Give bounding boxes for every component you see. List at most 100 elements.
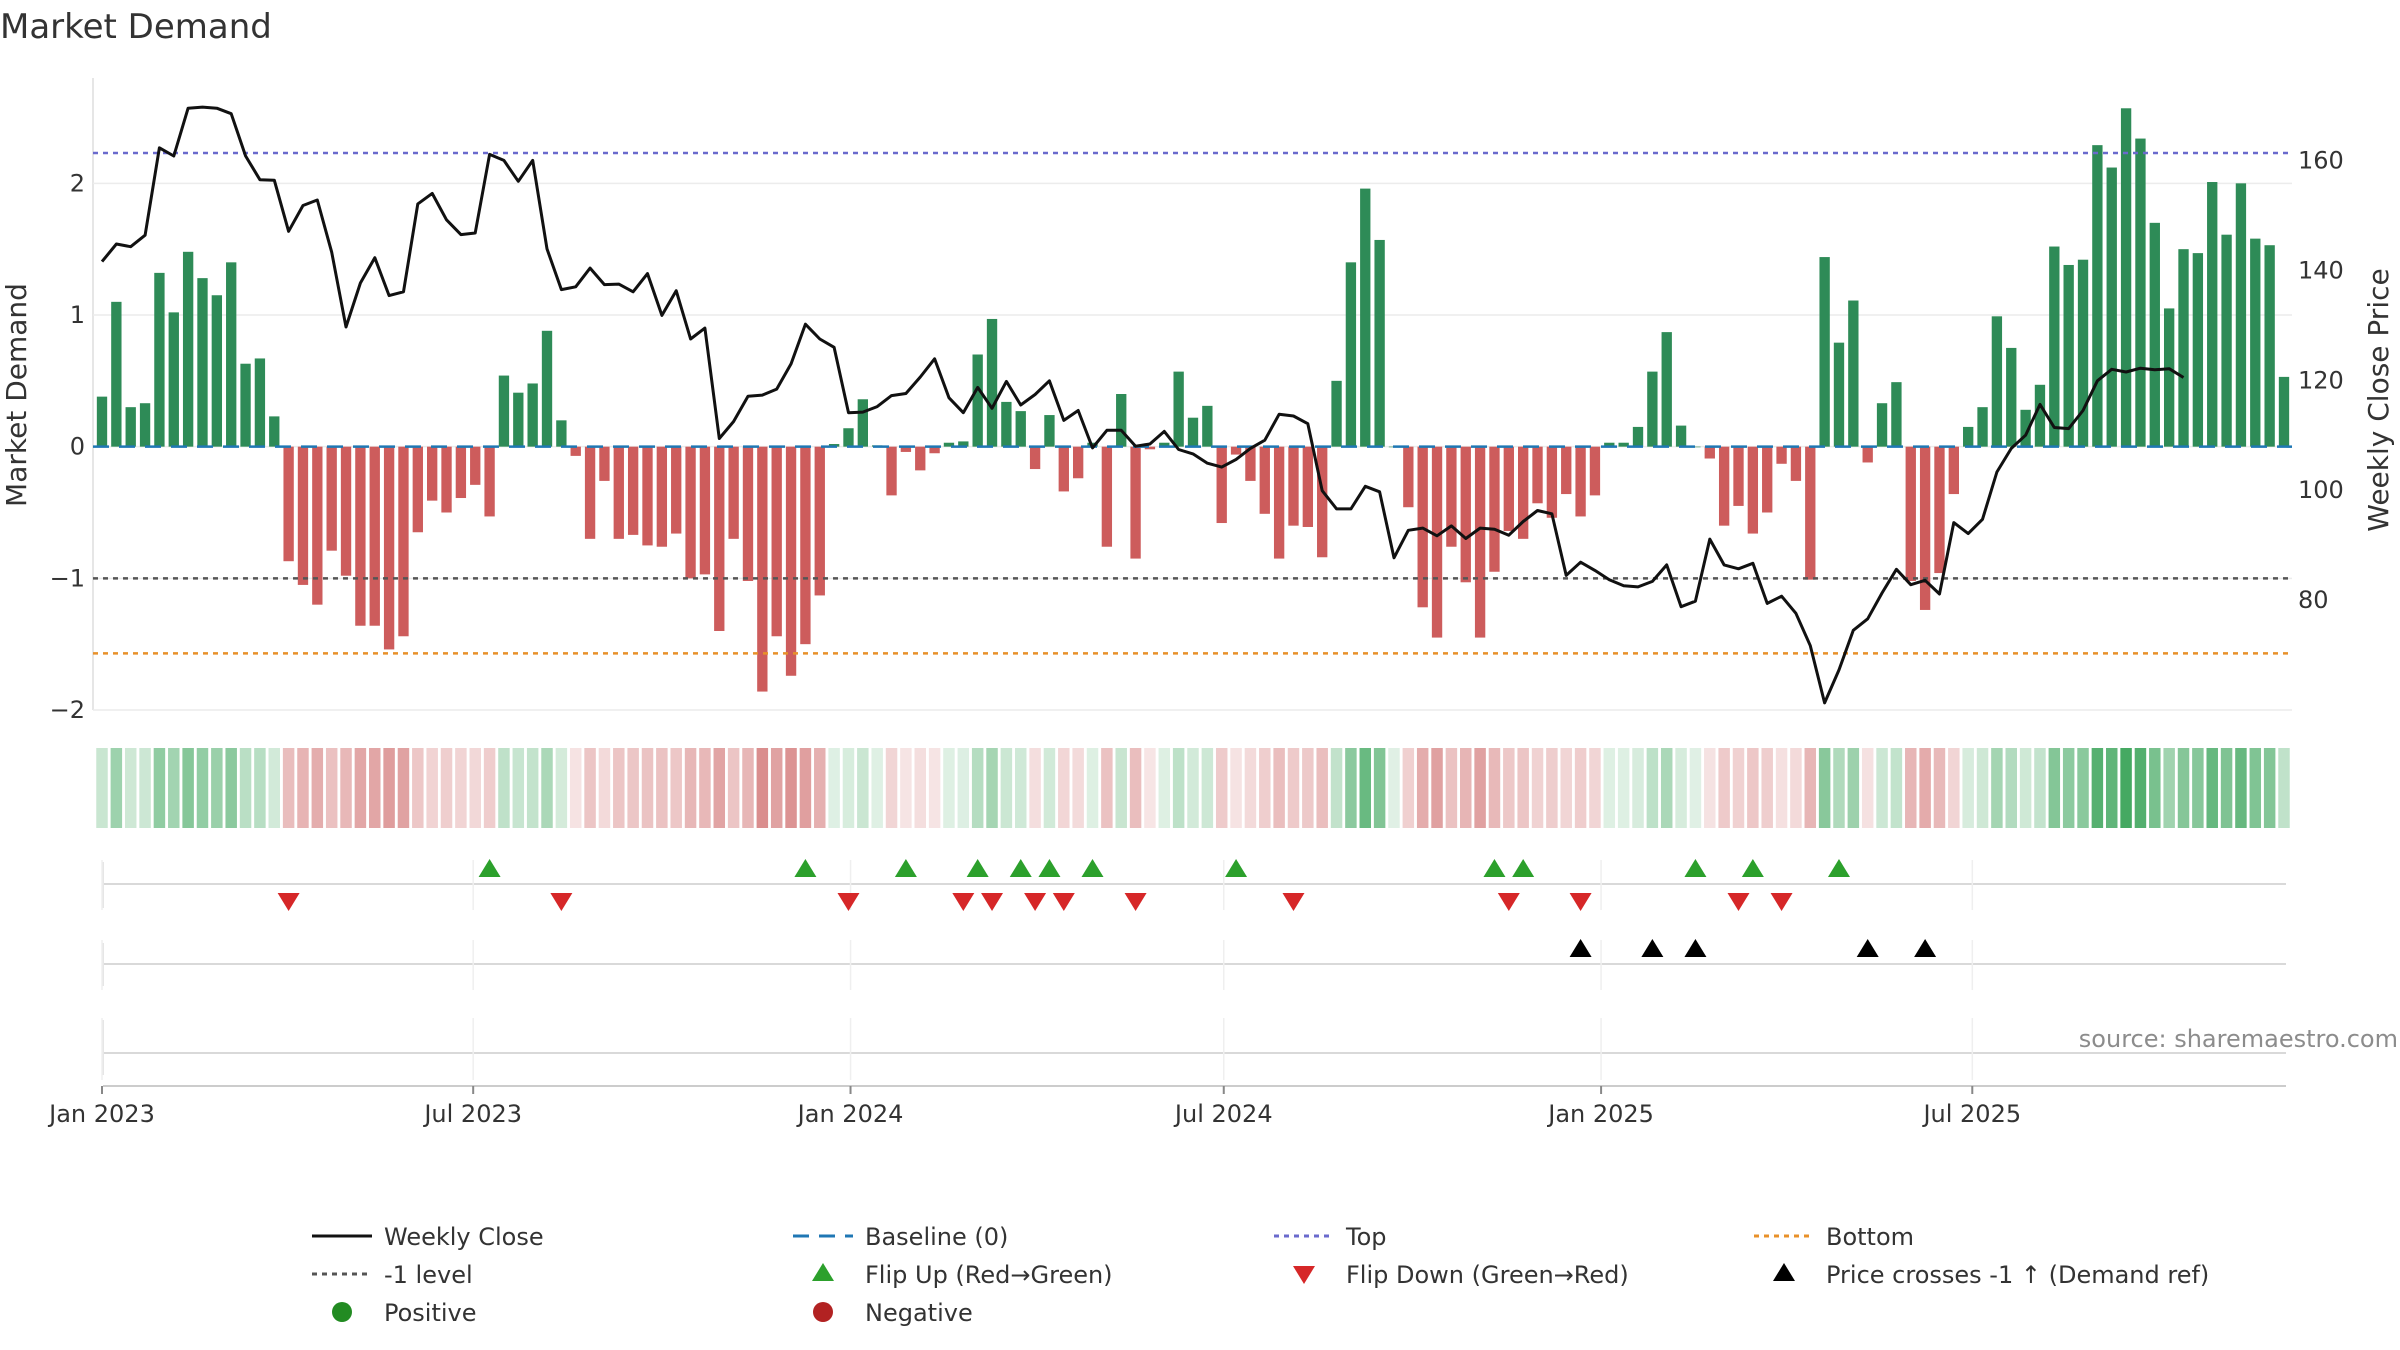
- price-cross-marker: [1914, 939, 1937, 957]
- demand-bar: [1173, 371, 1184, 447]
- demand-bar: [1360, 188, 1371, 447]
- demand-bar: [455, 446, 467, 499]
- y-right-tick-label: 140: [2298, 256, 2344, 284]
- y-right-tick-label: 120: [2298, 366, 2344, 394]
- heat-cell: [641, 748, 654, 828]
- demand-bar: [1934, 446, 1945, 574]
- demand-bar: [441, 446, 452, 513]
- heat-cell: [2163, 748, 2175, 828]
- heat-cell: [2249, 748, 2262, 828]
- heat-cell: [1948, 748, 1960, 828]
- heat-cell: [1905, 748, 1917, 828]
- heat-cell: [1732, 748, 1745, 828]
- demand-bar: [1116, 394, 1127, 447]
- demand-bar: [513, 392, 524, 447]
- demand-bar: [2106, 167, 2117, 447]
- demand-bar: [1331, 380, 1342, 447]
- heat-cell: [1101, 748, 1113, 828]
- svg-text:Weekly Close: Weekly Close: [384, 1223, 544, 1251]
- demand-bar: [1718, 446, 1730, 526]
- legend-price-cross: Price crosses -1 ↑ (Demand ref): [1773, 1261, 2209, 1289]
- heat-cell: [282, 748, 295, 828]
- demand-bar: [1762, 446, 1773, 513]
- price-cross-marker: [1856, 939, 1879, 957]
- demand-bar: [1905, 446, 1916, 581]
- heat-cell: [785, 748, 797, 828]
- svg-text:Top: Top: [1345, 1223, 1387, 1251]
- heat-cell: [555, 748, 568, 828]
- y-right-tick-label: 160: [2298, 146, 2344, 174]
- demand-bar: [1647, 371, 1658, 447]
- heat-cell: [1632, 748, 1644, 828]
- demand-bar: [1833, 342, 1845, 447]
- demand-bar: [2092, 145, 2103, 447]
- heat-cell: [627, 748, 639, 828]
- demand-bar: [1187, 417, 1199, 447]
- heat-cell: [2235, 748, 2247, 828]
- heat-cell: [311, 748, 324, 828]
- heat-cell: [1646, 748, 1659, 828]
- demand-bar: [1690, 446, 1701, 448]
- heat-cell: [1259, 748, 1271, 828]
- heat-cell: [1273, 748, 1285, 828]
- demand-bar: [1403, 446, 1414, 508]
- heat-cell: [196, 748, 209, 828]
- demand-bar: [154, 272, 165, 447]
- heat-cell: [1818, 748, 1831, 828]
- demand-bar: [1891, 382, 1902, 447]
- demand-bar: [2063, 264, 2074, 447]
- heat-cell: [2048, 748, 2061, 828]
- legend-bottom: Bottom: [1754, 1223, 1914, 1251]
- demand-bar: [2135, 138, 2146, 447]
- flip-down-marker: [837, 893, 860, 911]
- heat-cell: [1072, 748, 1084, 828]
- heat-cell: [153, 748, 166, 828]
- demand-bar: [1273, 446, 1285, 559]
- demand-bar: [1345, 262, 1357, 447]
- demand-bar: [1230, 446, 1242, 455]
- signal-panels: [101, 860, 2286, 1087]
- demand-bar: [613, 446, 624, 539]
- heat-cell: [900, 748, 912, 828]
- demand-bar: [2207, 182, 2218, 447]
- heat-cell: [1129, 748, 1142, 828]
- heat-cell: [1660, 748, 1673, 828]
- demand-bar: [111, 301, 122, 447]
- demand-bar: [1532, 446, 1543, 504]
- heat-cell: [1847, 748, 1860, 828]
- demand-bar: [1130, 446, 1141, 559]
- demand-bar: [728, 446, 739, 539]
- heat-cell: [2177, 748, 2190, 828]
- demand-bar: [1819, 257, 1830, 447]
- heat-cell: [1115, 748, 1127, 828]
- legend-flip-down: Flip Down (Green→Red): [1293, 1261, 1629, 1289]
- flip-up-marker: [966, 859, 989, 877]
- heat-cell: [1058, 748, 1070, 828]
- demand-bar: [369, 446, 380, 626]
- heat-cell: [1388, 748, 1400, 828]
- heat-cell: [440, 748, 453, 828]
- demand-bars: [96, 108, 2290, 692]
- heat-cell: [1330, 748, 1343, 828]
- heat-cell: [2077, 748, 2089, 828]
- heat-cell: [1474, 748, 1486, 828]
- legend-top: Top: [1274, 1223, 1387, 1251]
- demand-bar: [1259, 446, 1270, 514]
- heat-cell: [1316, 748, 1328, 828]
- demand-bar: [1518, 446, 1529, 539]
- demand-bar: [427, 446, 438, 501]
- demand-bar: [656, 446, 668, 547]
- demand-bar: [1474, 446, 1486, 638]
- heat-cell: [1919, 748, 1931, 828]
- heat-cell: [1962, 748, 1974, 828]
- flip-up-marker: [1512, 859, 1535, 877]
- demand-bar: [943, 442, 955, 447]
- demand-bar: [2250, 238, 2261, 447]
- demand-bar: [2192, 253, 2204, 447]
- demand-heat-strip: [96, 748, 2290, 828]
- heat-cell: [799, 748, 812, 828]
- heat-cell: [1976, 748, 1989, 828]
- heat-cell: [613, 748, 625, 828]
- heat-cell: [1761, 748, 1773, 828]
